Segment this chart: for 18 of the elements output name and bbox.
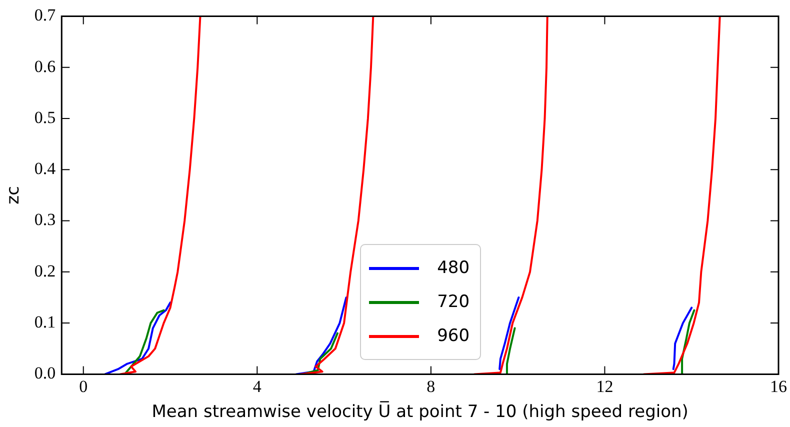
y-axis-title: zc	[4, 186, 24, 204]
y-tick-label: 0.2	[34, 261, 56, 280]
legend-label: 480	[437, 258, 470, 278]
y-tick-label: 0.0	[34, 364, 56, 383]
x-tick-label: 0	[79, 376, 88, 396]
x-tick-label: 12	[596, 376, 614, 396]
y-tick-label: 0.7	[34, 6, 56, 25]
y-tick-label: 0.5	[34, 108, 56, 127]
x-tick-label: 16	[770, 376, 787, 396]
x-tick-label: 4	[252, 376, 262, 396]
x-tick-label: 8	[426, 376, 436, 396]
x-axis-title: Mean streamwise velocity U̅ at point 7 - 10 (high speed region)	[152, 401, 688, 422]
legend-label: 720	[437, 292, 470, 312]
y-tick-label: 0.3	[34, 210, 56, 230]
legend-label: 960	[437, 326, 470, 346]
y-tick-label: 0.1	[34, 312, 56, 332]
y-tick-label: 0.4	[34, 159, 56, 178]
y-tick-label: 0.6	[34, 56, 56, 76]
